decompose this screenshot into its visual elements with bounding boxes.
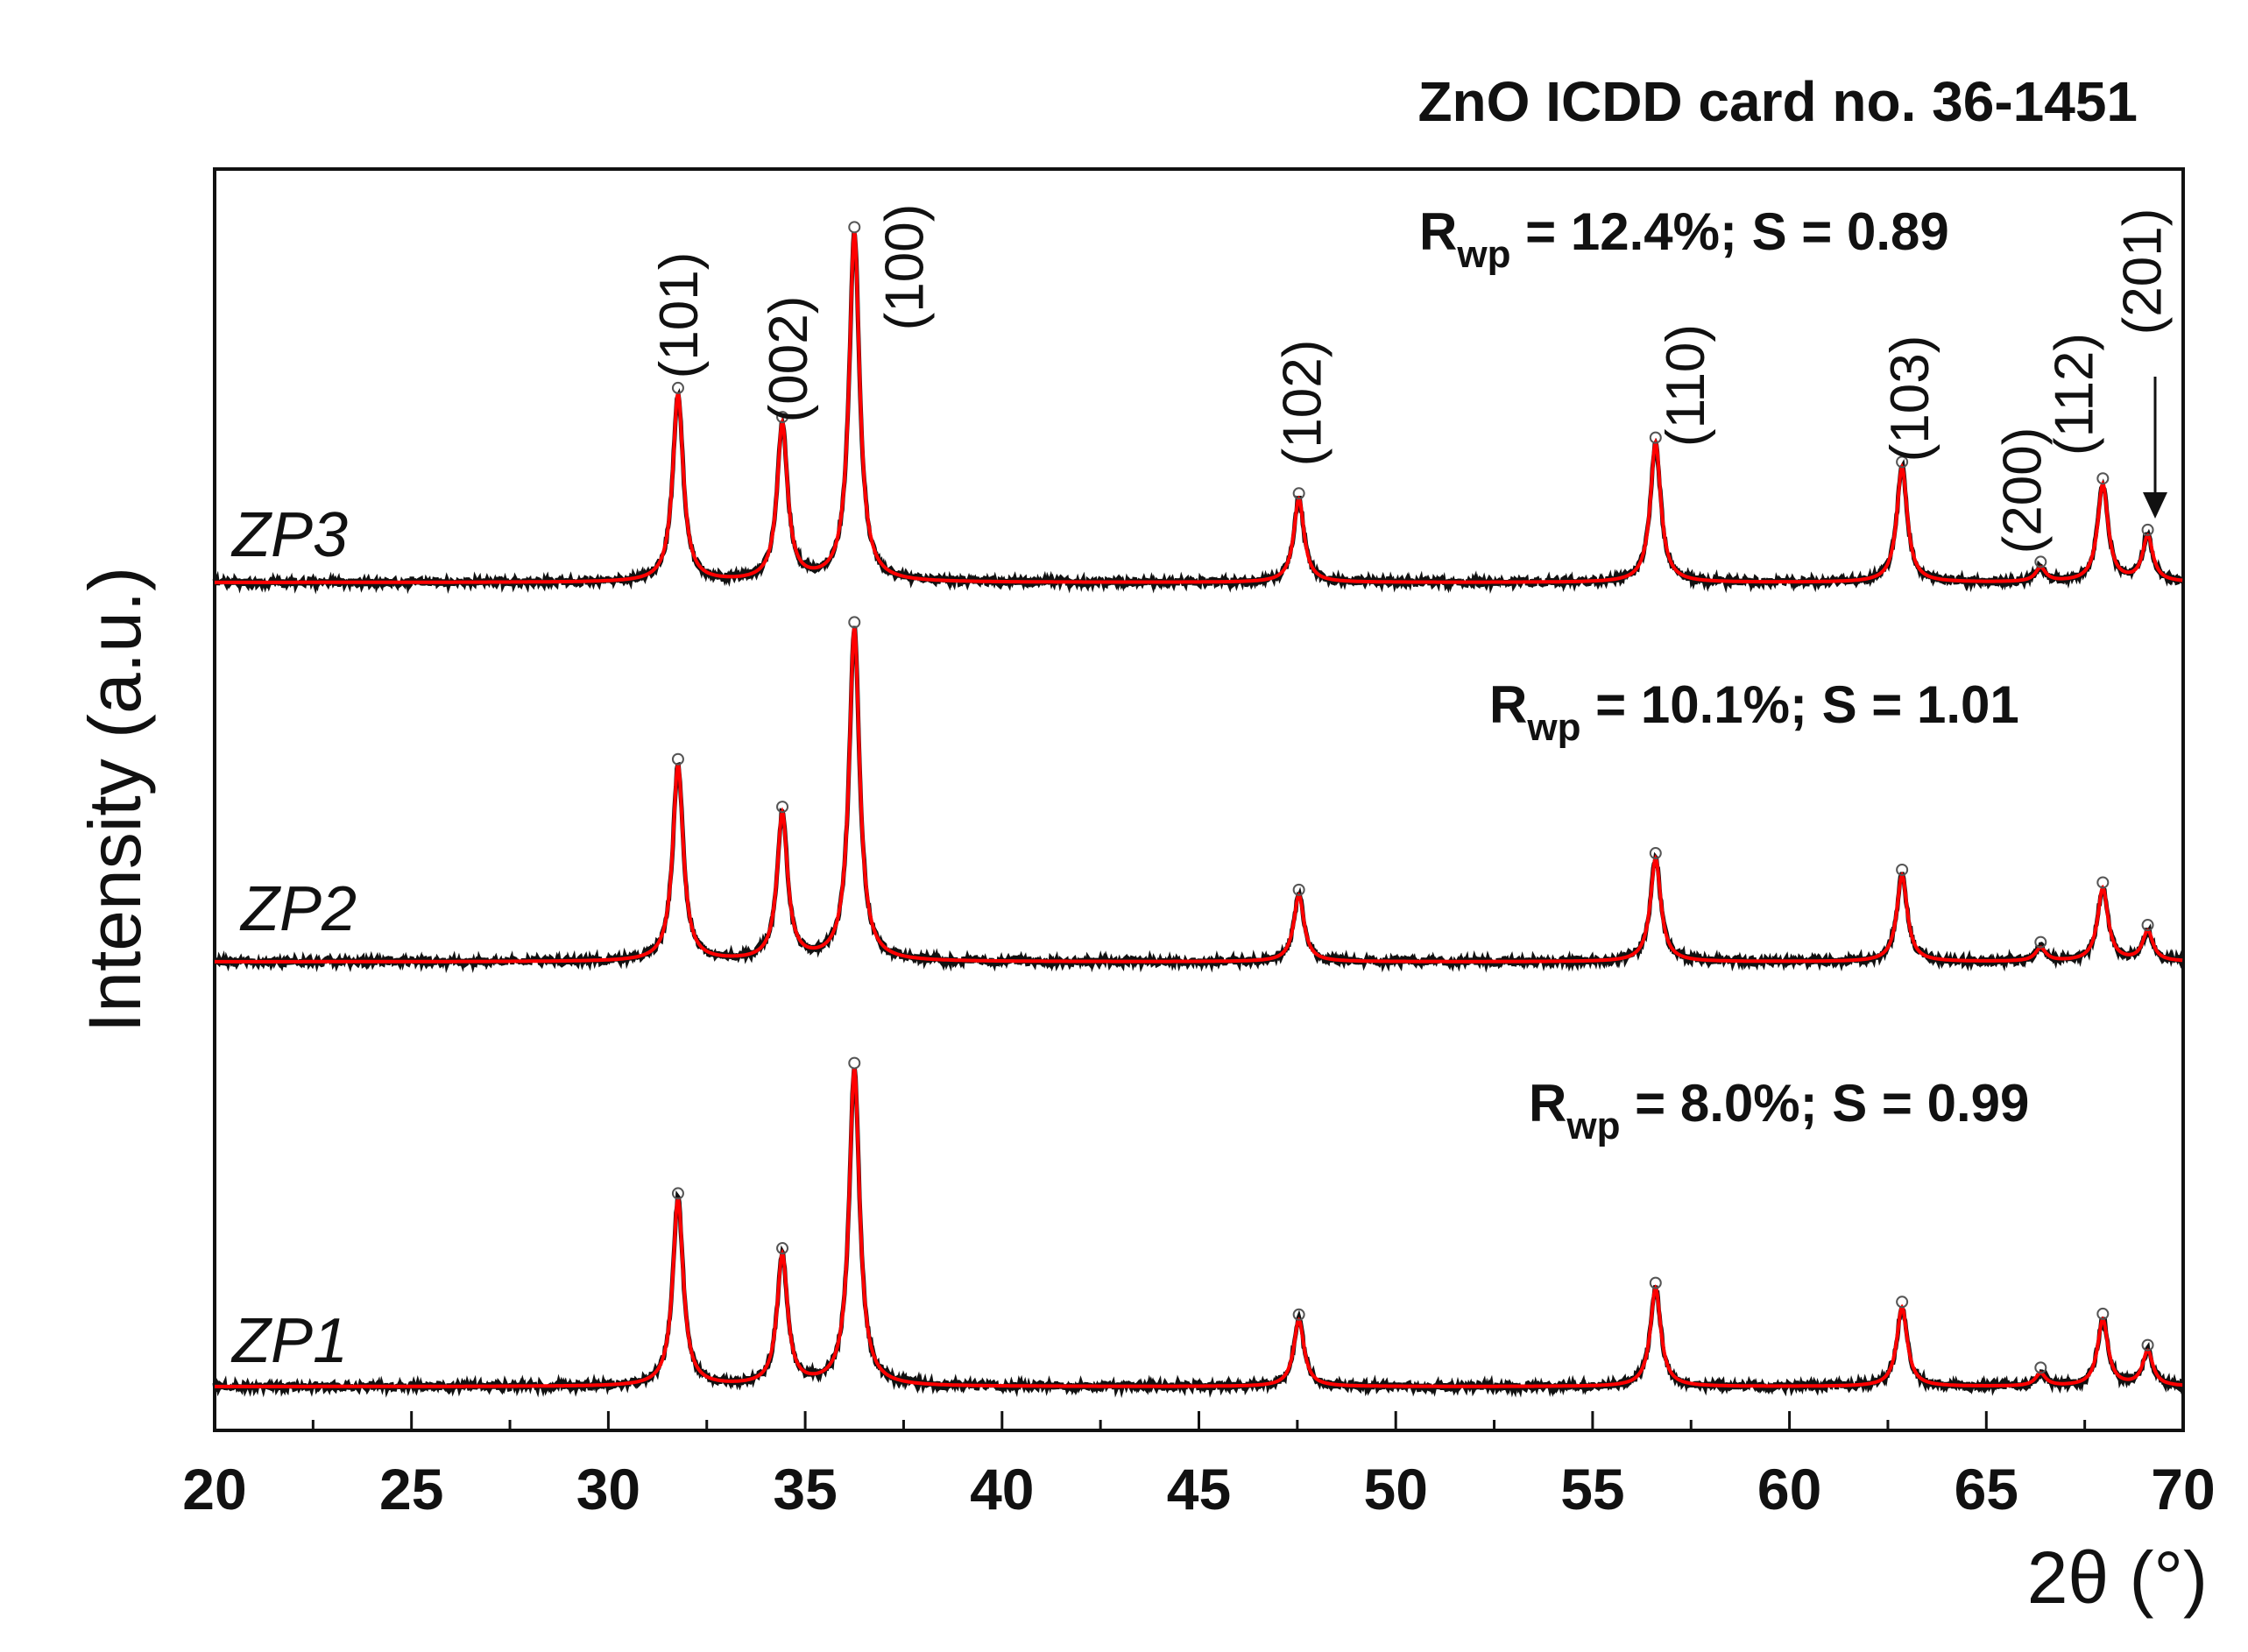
- peak-marker: [2096, 472, 2110, 485]
- stat-zp1: Rwp = 8.0%; S = 0.99: [1529, 1074, 2029, 1147]
- peak-marker: [1292, 883, 1305, 896]
- calculated-fit: [215, 1068, 2183, 1388]
- x-axis-ticks: 20 25 30 35 40 45 50 55 60 65 70: [182, 1411, 2216, 1521]
- x-axis-title: 2θ (°): [2027, 1536, 2208, 1619]
- x-tick-label: 55: [1560, 1457, 1624, 1521]
- peak-marker: [2141, 1338, 2154, 1352]
- x-tick-label: 40: [970, 1457, 1034, 1521]
- peak-marker: [671, 752, 684, 766]
- calculated-fit: [215, 231, 2183, 584]
- hkl-label: (200): [1992, 427, 2053, 554]
- peak-marker: [848, 1056, 861, 1070]
- peak-marker: [776, 1242, 789, 1255]
- x-tick-label: 20: [182, 1457, 246, 1521]
- peak-marker: [1292, 487, 1305, 500]
- peak-marker: [848, 616, 861, 629]
- hkl-label: (103): [1880, 335, 1940, 462]
- peak-marker: [2141, 523, 2154, 536]
- y-axis-title: Intensity (a.u.): [74, 567, 156, 1033]
- peak-marker: [2034, 555, 2047, 568]
- peak-marker: [1896, 1295, 1909, 1309]
- x-tick-label: 50: [1363, 1457, 1427, 1521]
- peak-marker: [1292, 1308, 1305, 1321]
- hkl-label: (002): [759, 296, 819, 423]
- stat-zp3: Rwp = 12.4%; S = 0.89: [1419, 202, 1949, 276]
- hkl-label: (112): [2044, 333, 2104, 455]
- calculated-fit: [215, 626, 2183, 964]
- pattern-zp1: [212, 1056, 2184, 1399]
- peak-marker: [2034, 935, 2047, 949]
- hkl-label: (110): [1656, 324, 1716, 447]
- peak-marker: [848, 221, 861, 234]
- peak-marker: [671, 381, 684, 394]
- stat-zp2: Rwp = 10.1%; S = 1.01: [1489, 675, 2019, 749]
- peak-marker: [2034, 1361, 2047, 1374]
- x-tick-label: 60: [1757, 1457, 1821, 1521]
- peak-marker: [671, 1187, 684, 1200]
- patterns: [212, 221, 2185, 1399]
- hkl-label: (201): [2113, 208, 2174, 335]
- x-tick-label: 35: [773, 1457, 837, 1521]
- peak-marker: [2141, 919, 2154, 932]
- pattern-zp2: [212, 616, 2185, 974]
- peak-marker: [1649, 1276, 1662, 1289]
- hkl-label: (101): [649, 252, 710, 379]
- x-tick-label: 70: [2151, 1457, 2215, 1521]
- peak-marker: [776, 801, 789, 814]
- x-tick-label: 45: [1167, 1457, 1231, 1521]
- peak-marker: [1896, 455, 1909, 469]
- arrow-201-head: [2143, 492, 2167, 519]
- x-tick-label: 30: [576, 1457, 640, 1521]
- series-label-zp3: ZP3: [230, 500, 348, 570]
- card-title: ZnO ICDD card no. 36-1451: [1417, 70, 2138, 133]
- peak-marker: [776, 411, 789, 424]
- series-label-zp2: ZP2: [239, 874, 357, 944]
- peak-marker: [2096, 876, 2110, 889]
- peak-marker: [2096, 1307, 2110, 1320]
- hkl-label: (102): [1273, 340, 1333, 467]
- peak-marker: [1649, 431, 1662, 444]
- series-label-zp1: ZP1: [230, 1306, 348, 1376]
- x-tick-label: 65: [1955, 1457, 2018, 1521]
- peak-marker: [1649, 847, 1662, 860]
- pattern-zp3: [212, 221, 2185, 595]
- peak-marker: [1896, 863, 1909, 876]
- x-tick-label: 25: [379, 1457, 443, 1521]
- hkl-labels: (101) (002) (100) (102) (110) (103) (200)(112)…: [649, 204, 2174, 554]
- hkl-label: (100): [874, 204, 935, 331]
